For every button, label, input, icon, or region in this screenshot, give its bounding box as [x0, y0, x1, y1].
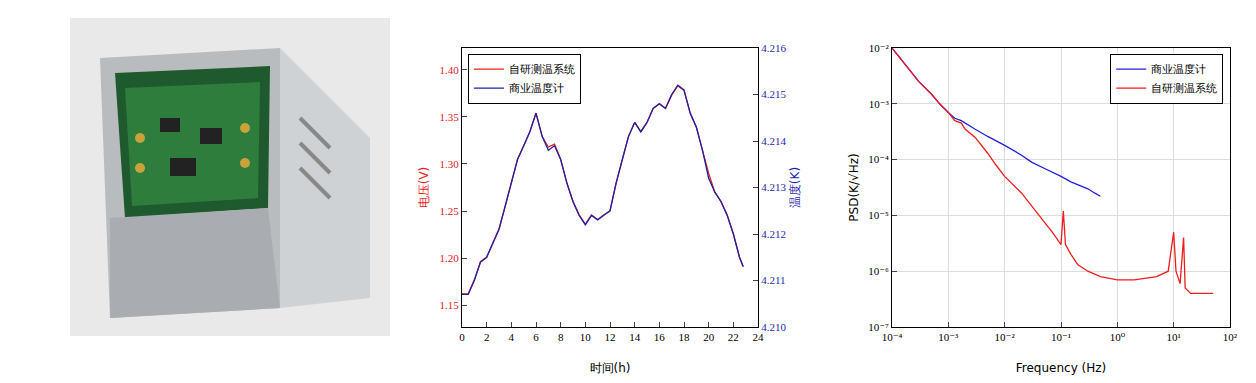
svg-text:16: 16 — [654, 331, 666, 343]
svg-text:4.210: 4.210 — [761, 321, 786, 333]
svg-text:10⁻⁷: 10⁻⁷ — [868, 321, 889, 333]
svg-text:10²: 10² — [1223, 331, 1238, 343]
svg-text:4.213: 4.213 — [761, 181, 786, 193]
svg-text:14: 14 — [629, 331, 641, 343]
svg-text:自研测温系统: 自研测温系统 — [509, 63, 575, 76]
svg-text:温度(K): 温度(K) — [788, 167, 802, 208]
svg-text:24: 24 — [753, 331, 765, 343]
svg-text:10¹: 10¹ — [1167, 331, 1181, 343]
svg-text:商业温度计: 商业温度计 — [1151, 63, 1206, 76]
svg-text:10⁻³: 10⁻³ — [938, 331, 959, 343]
svg-text:商业温度计: 商业温度计 — [509, 82, 564, 95]
svg-text:4.216: 4.216 — [761, 42, 786, 54]
svg-text:4.212: 4.212 — [761, 228, 786, 240]
svg-text:1.30: 1.30 — [440, 158, 460, 170]
svg-text:12: 12 — [605, 331, 616, 343]
svg-text:10⁰: 10⁰ — [1110, 331, 1126, 343]
svg-text:1.40: 1.40 — [440, 64, 460, 76]
svg-text:1.20: 1.20 — [440, 252, 460, 264]
svg-text:4.214: 4.214 — [761, 135, 786, 147]
svg-text:10⁻³: 10⁻³ — [869, 98, 890, 110]
svg-text:22: 22 — [728, 331, 739, 343]
svg-text:0: 0 — [459, 331, 465, 343]
svg-text:2: 2 — [484, 331, 490, 343]
svg-text:8: 8 — [558, 331, 564, 343]
svg-text:10⁻²: 10⁻² — [995, 331, 1016, 343]
svg-text:4.211: 4.211 — [761, 274, 785, 286]
svg-text:10⁻¹: 10⁻¹ — [1051, 331, 1071, 343]
svg-text:4: 4 — [509, 331, 515, 343]
svg-text:10⁻⁶: 10⁻⁶ — [868, 265, 889, 277]
svg-text:4.215: 4.215 — [761, 88, 786, 100]
svg-text:PSD(K/√Hz): PSD(K/√Hz) — [847, 153, 861, 221]
svg-text:10: 10 — [580, 331, 592, 343]
svg-text:18: 18 — [679, 331, 691, 343]
svg-text:1.25: 1.25 — [440, 205, 460, 217]
svg-text:6: 6 — [533, 331, 539, 343]
svg-text:时间(h): 时间(h) — [590, 361, 631, 375]
svg-text:10⁻⁴: 10⁻⁴ — [882, 331, 903, 343]
svg-text:1.15: 1.15 — [440, 299, 460, 311]
svg-text:20: 20 — [703, 331, 715, 343]
svg-text:Frequency (Hz): Frequency (Hz) — [1016, 361, 1107, 375]
svg-text:10⁻⁴: 10⁻⁴ — [868, 153, 889, 165]
svg-text:1.35: 1.35 — [440, 111, 460, 123]
svg-text:10⁻⁵: 10⁻⁵ — [868, 209, 889, 221]
svg-text:电压(V): 电压(V) — [417, 167, 431, 209]
svg-text:自研测温系统: 自研测温系统 — [1151, 82, 1217, 95]
svg-text:10⁻²: 10⁻² — [869, 42, 890, 54]
